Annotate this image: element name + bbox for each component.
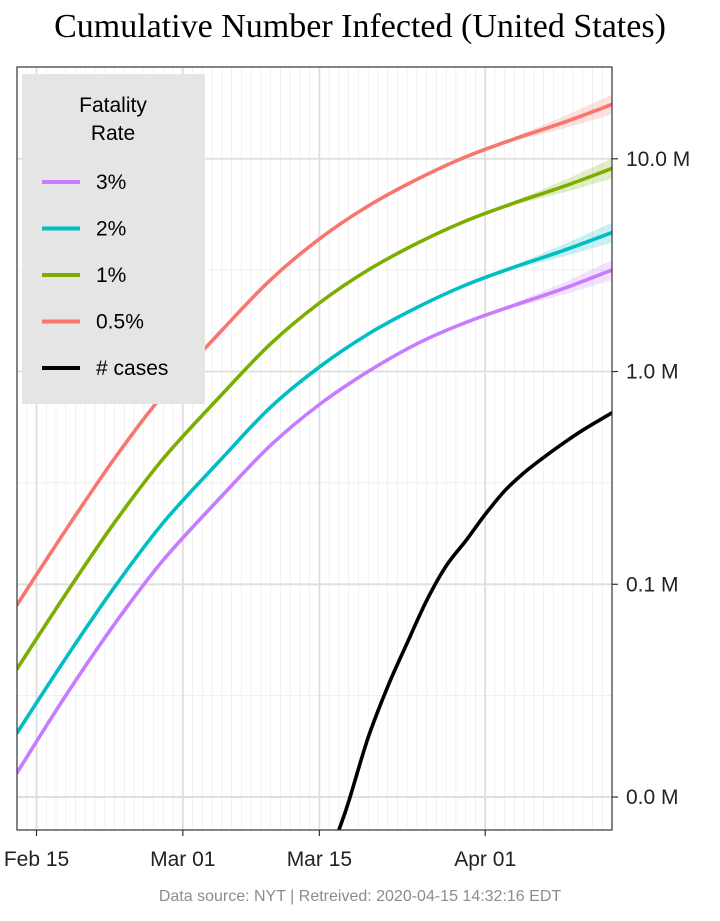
y-tick-label: 0.0 M xyxy=(626,786,679,809)
legend-label: # cases xyxy=(96,357,168,380)
series-line-1 xyxy=(17,166,612,671)
series-line-0-5 xyxy=(17,102,612,607)
legend-label: 1% xyxy=(96,264,126,287)
legend-box xyxy=(22,74,205,404)
x-tick-label: Mar 01 xyxy=(150,848,215,871)
y-tick-label: 10.0 M xyxy=(626,148,690,171)
legend-label: 2% xyxy=(96,218,126,241)
plot-border xyxy=(16,66,613,831)
legend-title: Fatality xyxy=(79,94,147,117)
legend-label: 0.5% xyxy=(96,311,144,334)
x-tick-label: Mar 15 xyxy=(287,848,352,871)
y-tick-label: 1.0 M xyxy=(626,361,679,384)
x-tick-label: Feb 15 xyxy=(4,848,69,871)
y-tick-label: 0.1 M xyxy=(626,573,679,596)
legend-label: 3% xyxy=(96,171,126,194)
legend-layer: Fatality Rate 3% 2% 1% 0.5% # cases xyxy=(22,74,205,404)
legend-title: Rate xyxy=(91,122,135,145)
chart-caption: Data source: NYT | Retreived: 2020-04-15… xyxy=(158,888,562,905)
x-tick-label: Apr 01 xyxy=(454,848,516,871)
axis-layer: Feb 15 Mar 01 Mar 15 Apr 01 0.0 M 0.1 M 1.0 M 1… xyxy=(4,148,690,871)
series-line-3 xyxy=(17,268,612,775)
series-line-2 xyxy=(17,230,612,735)
chart-title: Cumulative Number Infected (United State… xyxy=(54,8,666,45)
series-line-cases xyxy=(337,411,612,830)
series-layer xyxy=(17,102,612,830)
